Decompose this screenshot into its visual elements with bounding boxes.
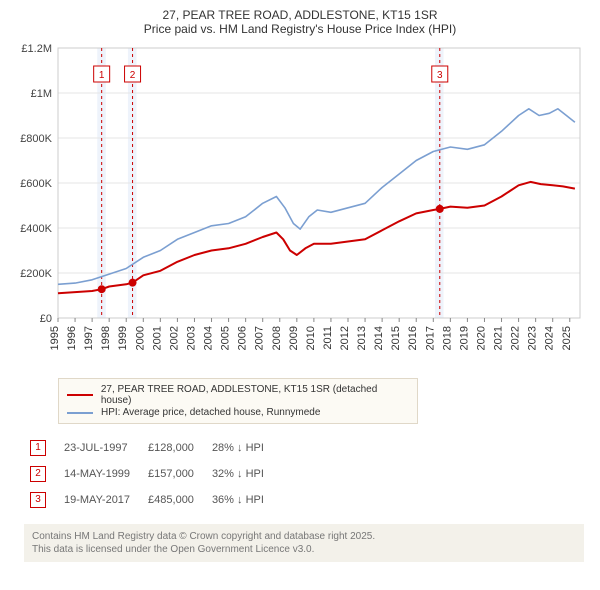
- footer-line2: This data is licensed under the Open Gov…: [32, 543, 576, 556]
- svg-text:2015: 2015: [390, 326, 402, 350]
- svg-text:2014: 2014: [373, 326, 385, 350]
- svg-text:1: 1: [99, 70, 105, 81]
- event-date: 23-JUL-1997: [64, 436, 146, 460]
- legend-label: HPI: Average price, detached house, Runn…: [101, 407, 320, 418]
- event-price: £485,000: [148, 488, 210, 512]
- svg-text:£800K: £800K: [20, 133, 52, 145]
- title-line2: Price paid vs. HM Land Registry's House …: [8, 22, 592, 36]
- svg-text:2012: 2012: [339, 326, 351, 350]
- event-date: 19-MAY-2017: [64, 488, 146, 512]
- svg-text:£1.2M: £1.2M: [21, 43, 52, 55]
- legend: 27, PEAR TREE ROAD, ADDLESTONE, KT15 1SR…: [58, 378, 418, 424]
- svg-text:2: 2: [130, 70, 136, 81]
- legend-label: 27, PEAR TREE ROAD, ADDLESTONE, KT15 1SR…: [101, 384, 409, 406]
- title-line1: 27, PEAR TREE ROAD, ADDLESTONE, KT15 1SR: [8, 8, 592, 22]
- event-delta: 32% ↓ HPI: [212, 462, 280, 486]
- svg-text:£600K: £600K: [20, 178, 52, 190]
- svg-text:2005: 2005: [220, 326, 232, 350]
- event-row: 3 19-MAY-2017£485,00036% ↓ HPI: [30, 488, 280, 512]
- event-row: 2 14-MAY-1999£157,00032% ↓ HPI: [30, 462, 280, 486]
- svg-text:£200K: £200K: [20, 268, 52, 280]
- line-chart: £0 £200K £400K £600K £800K £1M £1.2M 1995 1996 19…: [8, 42, 592, 372]
- svg-text:2011: 2011: [322, 326, 334, 350]
- svg-text:2007: 2007: [254, 326, 266, 350]
- legend-row: 27, PEAR TREE ROAD, ADDLESTONE, KT15 1SR…: [67, 384, 409, 406]
- svg-text:2024: 2024: [544, 326, 556, 350]
- svg-text:2023: 2023: [527, 326, 539, 350]
- footer-note: Contains HM Land Registry data © Crown c…: [24, 524, 584, 562]
- svg-text:2006: 2006: [237, 326, 249, 350]
- svg-text:2022: 2022: [510, 326, 522, 350]
- footer-line1: Contains HM Land Registry data © Crown c…: [32, 530, 576, 543]
- svg-text:2016: 2016: [407, 326, 419, 350]
- svg-text:2003: 2003: [185, 326, 197, 350]
- svg-text:2021: 2021: [493, 326, 505, 350]
- chart-area: £0 £200K £400K £600K £800K £1M £1.2M 1995 1996 19…: [8, 42, 592, 372]
- svg-text:£400K: £400K: [20, 223, 52, 235]
- svg-text:2009: 2009: [288, 326, 300, 350]
- event-date: 14-MAY-1999: [64, 462, 146, 486]
- svg-text:2000: 2000: [134, 326, 146, 350]
- svg-text:2020: 2020: [475, 326, 487, 350]
- svg-text:2004: 2004: [203, 326, 215, 350]
- svg-text:3: 3: [437, 70, 443, 81]
- title-block: 27, PEAR TREE ROAD, ADDLESTONE, KT15 1SR…: [8, 8, 592, 36]
- svg-text:1997: 1997: [83, 326, 95, 350]
- event-delta: 36% ↓ HPI: [212, 488, 280, 512]
- event-marker: 2: [30, 466, 46, 482]
- legend-swatch: [67, 394, 93, 396]
- svg-text:1996: 1996: [66, 326, 78, 350]
- svg-text:£0: £0: [40, 313, 52, 325]
- event-marker: 3: [30, 492, 46, 508]
- event-row: 1 23-JUL-1997£128,00028% ↓ HPI: [30, 436, 280, 460]
- svg-text:2008: 2008: [271, 326, 283, 350]
- svg-text:1998: 1998: [100, 326, 112, 350]
- svg-text:2002: 2002: [168, 326, 180, 350]
- legend-row: HPI: Average price, detached house, Runn…: [67, 407, 409, 418]
- event-delta: 28% ↓ HPI: [212, 436, 280, 460]
- svg-text:1995: 1995: [49, 326, 61, 350]
- svg-text:£1M: £1M: [31, 88, 52, 100]
- svg-text:2010: 2010: [305, 326, 317, 350]
- svg-text:2017: 2017: [424, 326, 436, 350]
- svg-text:2019: 2019: [458, 326, 470, 350]
- event-marker: 1: [30, 440, 46, 456]
- legend-swatch: [67, 412, 93, 414]
- svg-text:2001: 2001: [151, 326, 163, 350]
- svg-text:1999: 1999: [117, 326, 129, 350]
- svg-text:2018: 2018: [441, 326, 453, 350]
- svg-text:2025: 2025: [561, 326, 573, 350]
- chart-container: 27, PEAR TREE ROAD, ADDLESTONE, KT15 1SR…: [0, 0, 600, 574]
- svg-text:2013: 2013: [356, 326, 368, 350]
- event-price: £157,000: [148, 462, 210, 486]
- events-table: 1 23-JUL-1997£128,00028% ↓ HPI 2 14-MAY-199…: [28, 434, 282, 514]
- event-price: £128,000: [148, 436, 210, 460]
